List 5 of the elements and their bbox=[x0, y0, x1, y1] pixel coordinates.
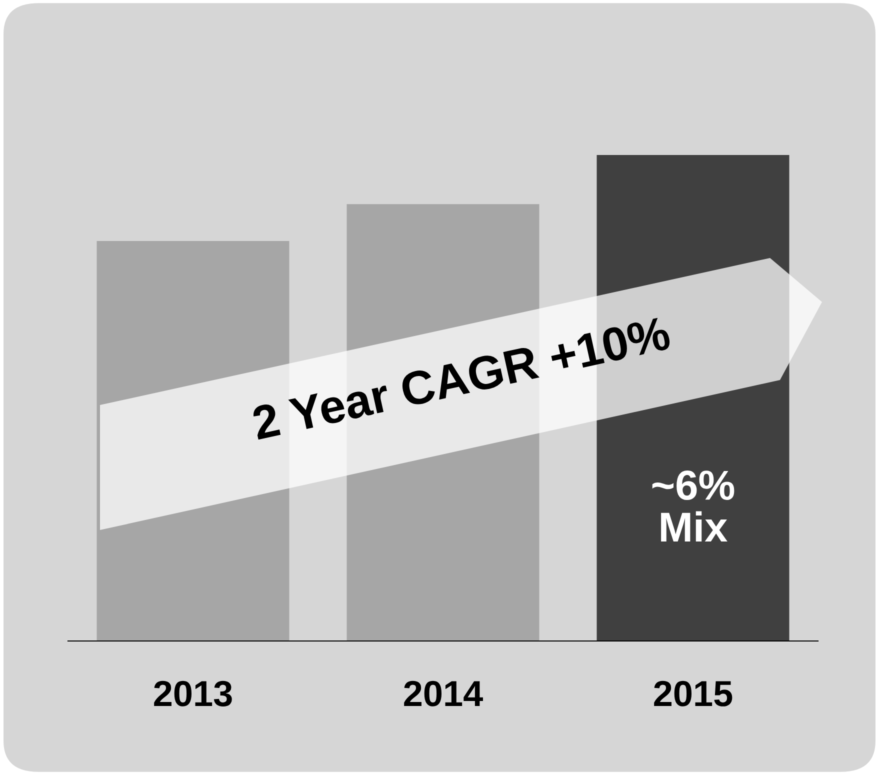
x-tick-label: 2014 bbox=[404, 680, 483, 706]
annotation: 2 Year CAGR +10% bbox=[251, 316, 672, 440]
x-tick-label: 2013 bbox=[154, 680, 232, 706]
annotation: ~6% Mix bbox=[652, 470, 734, 542]
x-tick-label: 2015 bbox=[654, 680, 732, 706]
